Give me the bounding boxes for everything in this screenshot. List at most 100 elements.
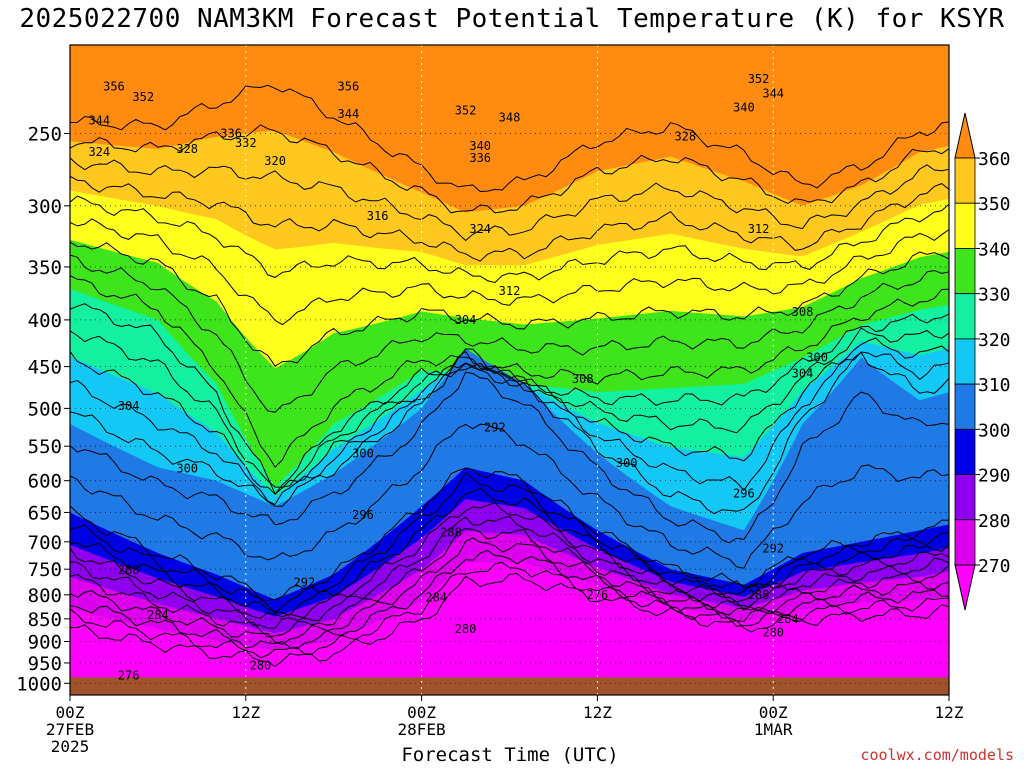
- y-tick-label: 600: [28, 471, 62, 493]
- x-tick-label: 12Z: [231, 703, 260, 722]
- y-tick-label: 450: [28, 357, 62, 379]
- y-tick-label: 250: [28, 123, 62, 145]
- colorbar-label: 340: [978, 239, 1011, 260]
- contour-line: [70, 487, 949, 616]
- contour-label: 288: [440, 526, 462, 540]
- colorbar-label: 300: [978, 420, 1011, 441]
- contour-label: 276: [587, 588, 609, 602]
- plot-frame: [69, 44, 950, 696]
- contour-label: 300: [616, 456, 638, 470]
- contour-label: 344: [338, 107, 360, 121]
- contour-label: 348: [499, 110, 521, 124]
- contour-label: 352: [748, 72, 770, 86]
- y-tick-label: 850: [28, 609, 62, 631]
- y-axis: 2503003504004505005506006507007508008509…: [16, 123, 70, 695]
- x-tick-label: 27FEB: [46, 720, 94, 739]
- contour-line: [70, 175, 949, 262]
- x-tick-label: 28FEB: [398, 720, 446, 739]
- colorbar-label: 360: [978, 149, 1011, 170]
- contour-label: 284: [147, 608, 169, 622]
- credit-text: coolwx.com/models: [860, 746, 1014, 764]
- colorbar-band: [954, 157, 976, 204]
- contour-line: [70, 275, 949, 468]
- y-tick-label: 550: [28, 436, 62, 458]
- x-tick-label: 12Z: [935, 703, 964, 722]
- contour-line: [70, 218, 949, 326]
- contour-label: 284: [777, 612, 799, 626]
- colorbar-label: 320: [978, 330, 1011, 351]
- contour-line: [70, 528, 949, 638]
- y-tick-label: 950: [28, 653, 62, 675]
- contour-line: [70, 537, 949, 645]
- x-tick-label: 00Z: [759, 703, 788, 722]
- contour-line: [70, 337, 949, 495]
- colorbar-band: [954, 293, 976, 340]
- contour-label: 328: [674, 130, 696, 144]
- contour-label: 308: [792, 305, 814, 319]
- contour-line: [70, 467, 949, 601]
- contour-label: 356: [103, 79, 125, 93]
- contour-label: 304: [118, 399, 140, 413]
- y-tick-label: 650: [28, 502, 62, 524]
- contour-line: [70, 124, 949, 214]
- colorbar-band: [954, 202, 976, 249]
- contour-label: 352: [455, 104, 477, 118]
- colorbar-label: 330: [978, 285, 1011, 306]
- contour-label: 324: [469, 222, 491, 236]
- x-tick-label: 12Z: [583, 703, 612, 722]
- contour-label: 328: [176, 142, 198, 156]
- colorbar-label: 290: [978, 466, 1011, 487]
- contour-label: 296: [733, 487, 755, 501]
- contour-label: 344: [762, 86, 784, 100]
- colorbar-label: 310: [978, 375, 1011, 396]
- contour-label: 340: [733, 100, 755, 114]
- contour-line: [70, 472, 949, 615]
- y-tick-label: 350: [28, 257, 62, 279]
- colorbar-tip-bottom: [954, 564, 976, 611]
- contour-line: [70, 350, 949, 506]
- contour-label: 292: [762, 542, 784, 556]
- colorbar-tip-top: [954, 112, 976, 159]
- contour-label: 292: [484, 421, 506, 435]
- contour-label: 308: [572, 372, 594, 386]
- contour-line: [70, 371, 949, 544]
- y-tick-label: 900: [28, 631, 62, 653]
- y-tick-label: 1000: [16, 673, 62, 695]
- colorbar-band: [954, 428, 976, 475]
- contour-label: 276: [118, 668, 140, 682]
- contour-label: 312: [499, 284, 521, 298]
- contour-line: [70, 348, 949, 515]
- contour-label: 280: [250, 658, 272, 672]
- isentrope-contours: [70, 84, 949, 668]
- contour-label: 296: [352, 508, 374, 522]
- colorbar-band: [954, 519, 976, 566]
- contour-label: 280: [762, 626, 784, 640]
- colorbar-label: 280: [978, 511, 1011, 532]
- contour-label: 332: [235, 136, 257, 150]
- surface-fill: [70, 677, 949, 695]
- y-tick-label: 750: [28, 559, 62, 581]
- contour-label: 284: [425, 591, 447, 605]
- contour-label: 340: [469, 139, 491, 153]
- contour-label: 280: [455, 622, 477, 636]
- x-tick-label: 2025: [51, 737, 90, 756]
- colorbar-label: 350: [978, 194, 1011, 215]
- colorbar-band: [954, 474, 976, 521]
- contour-line: [70, 572, 949, 668]
- x-axis-title: Forecast Time (UTC): [401, 744, 619, 766]
- contour-line: [70, 515, 949, 629]
- contour-label: 288: [748, 588, 770, 602]
- contour-line: [70, 502, 949, 619]
- contour-line: [70, 561, 949, 659]
- contour-label: 312: [748, 222, 770, 236]
- contour-label: 336: [220, 126, 242, 140]
- contour-line: [70, 84, 949, 193]
- colorbar-band: [954, 383, 976, 430]
- contour-label: 356: [338, 79, 360, 93]
- contour-label: 344: [88, 114, 110, 128]
- colorbar-band: [954, 248, 976, 295]
- colorbar: 360 350 340 330 320 310 300 290 280 270: [954, 112, 1011, 611]
